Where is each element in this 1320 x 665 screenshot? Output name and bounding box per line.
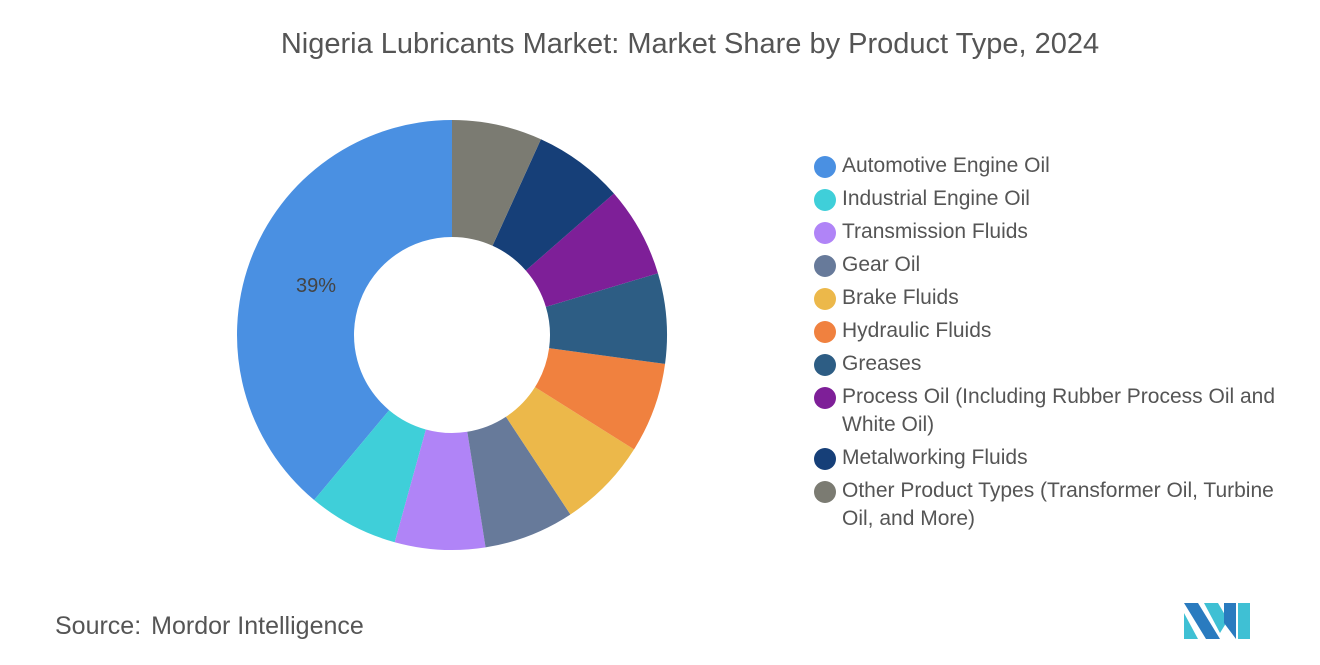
donut-slice-6 [545,273,667,364]
legend-item: Greases [812,350,1282,378]
donut-slice-9 [452,120,541,246]
legend-label: Automotive Engine Oil [842,154,1050,177]
legend-item: Metalworking Fluids [812,444,1282,472]
donut-slice-2 [394,429,486,550]
legend-swatch-icon [814,288,836,310]
legend-label: Process Oil (Including Rubber Process Oi… [842,385,1276,436]
source-label: Source: [55,612,142,640]
legend-item: Process Oil (Including Rubber Process Oi… [812,383,1282,439]
donut-slice-5 [534,348,666,450]
legend-label: Industrial Engine Oil [842,187,1030,210]
donut-slice-0 [236,120,452,500]
legend-item: Other Product Types (Transformer Oil, Tu… [812,477,1282,533]
legend-swatch-icon [814,448,836,470]
legend-label: Metalworking Fluids [842,446,1028,469]
legend-item: Brake Fluids [812,284,1282,312]
legend-item: Industrial Engine Oil [812,185,1282,213]
legend-swatch-icon [814,354,836,376]
legend: Automotive Engine Oil Industrial Engine O… [812,152,1282,538]
legend-item: Hydraulic Fluids [812,317,1282,345]
legend-item: Transmission Fluids [812,218,1282,246]
legend-label: Gear Oil [842,253,921,276]
donut-slice-8 [492,139,614,271]
legend-swatch-icon [814,189,836,211]
legend-label: Hydraulic Fluids [842,319,992,342]
source-value: Mordor Intelligence [151,612,364,640]
legend-label: Greases [842,352,922,375]
donut-chart: 39% [236,120,667,550]
slice-label-0: 39% [296,275,336,297]
legend-label: Brake Fluids [842,286,959,309]
legend-swatch-icon [814,321,836,343]
donut-slice-7 [525,193,658,307]
legend-swatch-icon [814,156,836,178]
donut-slice-4 [505,387,635,515]
legend-swatch-icon [814,255,836,277]
legend-label: Transmission Fluids [842,220,1028,243]
mordor-logo-icon [1184,603,1250,639]
legend-swatch-icon [814,222,836,244]
donut-slice-1 [314,410,426,543]
donut-slice-3 [467,416,571,548]
source-note: Source: Mordor Intelligence [55,612,364,641]
legend-label: Other Product Types (Transformer Oil, Tu… [842,479,1274,530]
legend-item: Gear Oil [812,251,1282,279]
chart-title: Nigeria Lubricants Market: Market Share … [280,28,1100,60]
legend-swatch-icon [814,387,836,409]
legend-swatch-icon [814,481,836,503]
legend-item: Automotive Engine Oil [812,152,1282,180]
